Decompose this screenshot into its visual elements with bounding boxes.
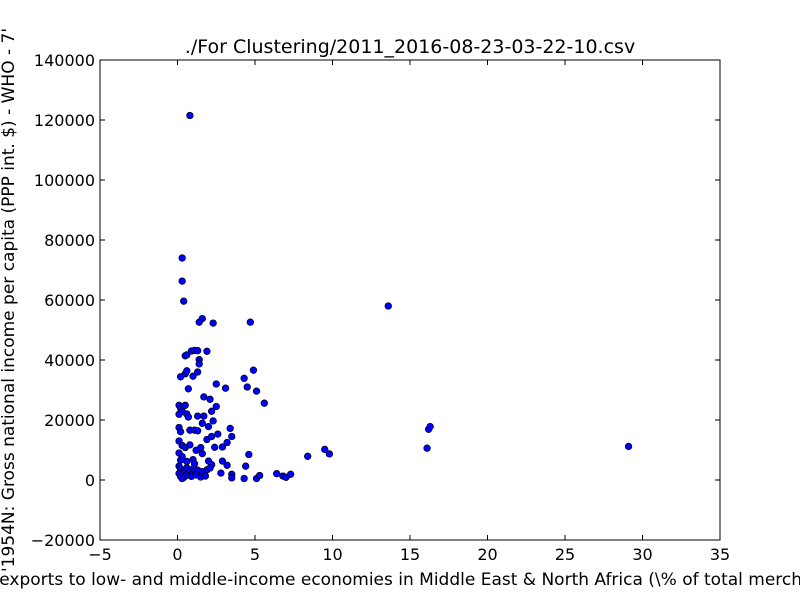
data-point	[246, 318, 255, 326]
data-point	[228, 474, 236, 482]
data-point	[217, 469, 225, 477]
y-tick-label: 140000	[34, 51, 95, 70]
data-point	[176, 456, 185, 464]
data-point	[218, 443, 227, 451]
data-point	[218, 457, 227, 465]
data-point	[180, 297, 188, 305]
y-axis-ticks: −20000 0 20000 40000 60000 80000 100000 120000 1…	[31, 51, 720, 550]
y-tick-label: 60000	[44, 291, 95, 310]
data-point	[245, 450, 253, 459]
data-point	[193, 368, 202, 376]
data-point	[183, 457, 191, 466]
y-tick-label: 0	[85, 471, 95, 490]
data-point	[214, 430, 222, 438]
data-point	[249, 366, 258, 374]
x-tick-label: 15	[400, 545, 420, 564]
points-layer	[175, 111, 633, 483]
data-point	[176, 428, 185, 436]
x-tick-label: 35	[710, 545, 730, 564]
data-point	[201, 472, 210, 480]
data-point	[183, 351, 191, 359]
data-point	[212, 402, 220, 411]
x-tick-label: 10	[322, 545, 342, 564]
data-point	[223, 438, 231, 447]
data-point	[175, 410, 183, 418]
data-point	[203, 347, 211, 355]
data-point	[178, 254, 186, 262]
data-point	[624, 442, 633, 451]
data-point	[226, 424, 234, 433]
data-point	[183, 367, 191, 375]
data-point	[207, 432, 216, 441]
data-point	[206, 395, 214, 403]
data-point	[384, 302, 392, 310]
y-axis-label: '1954N: Gross national income per capita…	[0, 28, 19, 572]
data-point	[321, 445, 329, 454]
x-tick-label: 25	[555, 545, 575, 564]
data-point	[181, 401, 189, 409]
data-point	[193, 347, 202, 355]
x-axis-ticks: −5 0 5 10 15 20 25 30 35	[88, 60, 730, 564]
data-point	[256, 471, 264, 480]
y-tick-label: 100000	[34, 171, 95, 190]
data-point	[184, 385, 193, 393]
data-point	[198, 449, 206, 458]
data-point	[209, 319, 217, 327]
data-point	[193, 427, 202, 435]
data-point	[193, 412, 202, 420]
data-point	[212, 380, 220, 388]
data-point	[423, 444, 431, 452]
data-point	[223, 461, 231, 469]
data-point	[204, 422, 213, 431]
data-point	[221, 384, 230, 392]
data-point	[426, 422, 434, 431]
data-point	[200, 412, 208, 420]
y-tick-label: 120000	[34, 111, 95, 130]
x-tick-label: 20	[477, 545, 497, 564]
y-tick-label: 40000	[44, 351, 95, 370]
data-point	[189, 372, 197, 380]
data-point	[211, 443, 219, 451]
x-tick-label: 30	[632, 545, 652, 564]
data-point	[304, 452, 312, 460]
y-tick-label: 80000	[44, 231, 95, 250]
x-axis-label: Merchandise exports to low- and middle-i…	[0, 570, 800, 590]
data-point	[242, 462, 250, 470]
data-point	[209, 417, 217, 425]
data-point	[240, 374, 248, 382]
data-point	[197, 443, 205, 452]
data-point	[325, 450, 334, 458]
data-point	[243, 383, 251, 391]
data-point	[260, 399, 268, 407]
data-point	[273, 470, 281, 478]
y-tick-label: −20000	[31, 531, 95, 550]
data-point	[228, 432, 236, 441]
data-point	[186, 441, 194, 449]
x-tick-label: 0	[172, 545, 182, 564]
data-point	[207, 407, 216, 415]
data-point	[178, 277, 186, 285]
chart-title: ./For Clustering/2011_2016-08-23-03-22-1…	[185, 36, 635, 58]
x-tick-label: 5	[250, 545, 260, 564]
data-point	[178, 474, 186, 483]
data-point	[198, 419, 206, 427]
data-point	[287, 470, 295, 478]
y-tick-label: 20000	[44, 411, 95, 430]
data-point	[186, 111, 194, 120]
data-point	[184, 413, 193, 421]
data-point	[195, 360, 203, 368]
data-point	[195, 318, 203, 326]
data-point	[240, 474, 248, 483]
data-point	[206, 464, 214, 472]
x-tick-label: −5	[88, 545, 112, 564]
data-point	[252, 387, 261, 395]
data-point	[200, 393, 208, 401]
